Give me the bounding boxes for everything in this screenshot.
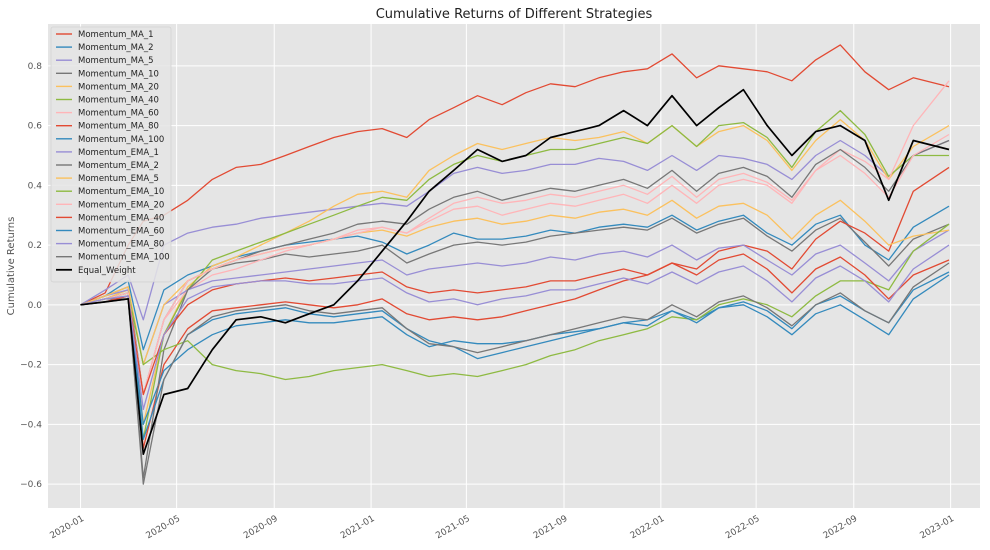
series-line-momentum-ema-20 (80, 133, 950, 396)
legend-label: Momentum_MA_20 (78, 82, 159, 92)
legend-label: Momentum_MA_1 (78, 30, 154, 40)
series-line-momentum-ema-80 (80, 244, 950, 411)
y-tick-label: 0.6 (28, 122, 43, 132)
series-line-momentum-ma-1 (80, 44, 950, 306)
legend-label: Momentum_EMA_5 (78, 174, 159, 184)
legend-label: Momentum_EMA_10 (78, 187, 164, 197)
legend-label: Momentum_MA_100 (78, 135, 164, 145)
legend-label: Momentum_MA_10 (78, 69, 159, 79)
chart-title: Cumulative Returns of Different Strategi… (376, 7, 653, 22)
y-tick-label: −0.6 (20, 480, 42, 490)
legend-label: Momentum_MA_40 (78, 96, 159, 106)
legend-label: Momentum_MA_2 (78, 43, 154, 53)
series-line-equal-weight (80, 88, 950, 456)
series-line-momentum-ma-80 (80, 166, 950, 449)
legend-label: Momentum_EMA_100 (78, 253, 170, 263)
series-line-momentum-ma-60 (80, 80, 950, 396)
legend-label: Equal_Weight (78, 266, 136, 276)
y-tick-labels: −0.6 −0.4 −0.2 0.0 0.2 0.4 0.6 0.8 (20, 62, 42, 490)
series-line-momentum-ema-60 (80, 274, 950, 440)
y-tick-label: 0.2 (28, 241, 42, 251)
legend: Momentum_MA_1 Momentum_MA_2 Momentum_MA_5 M… (50, 26, 172, 283)
series-line-momentum-ma-100 (80, 271, 950, 425)
y-tick-label: −0.4 (20, 420, 42, 430)
legend-label: Momentum_EMA_80 (78, 240, 164, 250)
series-line-momentum-ema-10 (80, 223, 950, 381)
series-line-momentum-ma-20 (80, 118, 950, 425)
y-tick-label: 0.8 (28, 62, 43, 72)
plot-area (48, 24, 980, 508)
legend-label: Momentum_EMA_1 (78, 148, 159, 158)
legend-label: Momentum_MA_60 (78, 109, 159, 119)
legend-label: Momentum_MA_5 (78, 56, 154, 66)
legend-label: Momentum_EMA_20 (78, 200, 164, 210)
legend-label: Momentum_MA_80 (78, 122, 159, 132)
y-tick-label: 0.0 (28, 301, 43, 311)
legend-box (50, 26, 172, 283)
grid-lines (48, 24, 980, 508)
legend-label: Momentum_EMA_2 (78, 161, 159, 171)
y-axis-label: Cumulative Returns (6, 217, 17, 316)
legend-label: Momentum_EMA_40 (78, 213, 164, 223)
series-line-momentum-ma-5 (80, 139, 950, 321)
series-lines (80, 44, 950, 485)
y-tick-label: −0.2 (20, 361, 42, 371)
legend-label: Momentum_EMA_60 (78, 227, 164, 237)
series-line-momentum-ema-40 (80, 253, 950, 396)
series-line-momentum-ema-100 (80, 262, 950, 485)
series-line-momentum-ema-1 (80, 229, 950, 366)
y-tick-label: 0.4 (28, 181, 43, 191)
